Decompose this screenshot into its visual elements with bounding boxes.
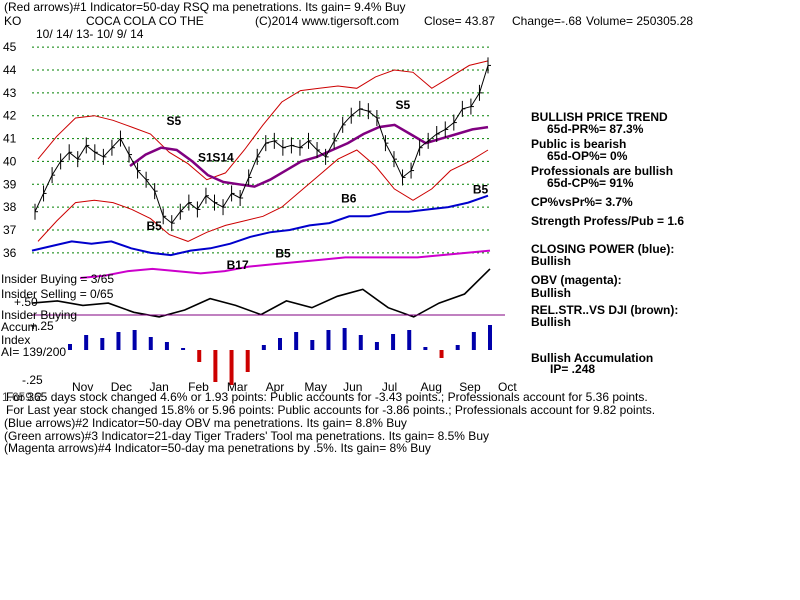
insider-buying: Insider Buying = 3/65	[1, 272, 115, 286]
x-tick-label: May	[304, 380, 327, 394]
trend-title: BULLISH PRICE TREND	[531, 110, 668, 124]
close-value: Close= 43.87	[424, 14, 496, 28]
x-tick-label: Apr	[266, 380, 285, 394]
company-name: COCA COLA CO THE	[86, 14, 204, 28]
obv-title: OBV (magenta):	[531, 273, 622, 287]
footer-line4: (Green arrows)#3 Indicator=21-day Tiger …	[4, 429, 489, 443]
x-tick-label: Jan	[149, 380, 168, 394]
y-tick-label: 43	[3, 86, 17, 100]
closing-power-value: Bullish	[531, 254, 572, 268]
insider-buying-label: Insider Buying	[1, 308, 78, 322]
upper-band-line	[37, 60, 489, 181]
footer-line2: For Last year stock changed 15.8% or 5.9…	[6, 403, 656, 417]
accum-title: Bullish Accumulation	[531, 351, 654, 365]
signal-label: B5	[275, 246, 291, 260]
ticker-symbol: KO	[4, 14, 22, 28]
change-value: Change=-.68	[512, 14, 582, 28]
footer-prefix: 1.659.2	[2, 390, 43, 404]
y-tick-label: 44	[3, 63, 17, 77]
obv-line	[79, 249, 491, 279]
accum-label-plus50: +.50	[14, 295, 38, 309]
signal-label: B17	[227, 258, 249, 272]
copyright: (C)2014 www.tigersoft.com	[255, 14, 400, 28]
price-line	[34, 65, 489, 224]
signal-label: S1	[198, 150, 213, 164]
x-tick-label: Dec	[111, 380, 132, 394]
y-tick-label: 40	[3, 154, 17, 168]
x-tick-label: Sep	[459, 380, 481, 394]
price-chart: 45 44 43 42 41 40 39 38 37 36 +.50 +.25 -.25 Nov Dec Ja…	[3, 40, 517, 394]
date-range: 10/ 14/ 13- 10/ 9/ 14	[36, 27, 144, 41]
header-line1: (Red arrows)#1 Indicator=50-day RSQ ma p…	[4, 0, 406, 14]
y-tick-label: 38	[3, 200, 17, 214]
x-tick-label: Jun	[343, 380, 362, 394]
y-tick-label: 37	[3, 223, 17, 237]
accum-label-plus25: +.25	[30, 319, 54, 333]
pro-value: 65d-CP%= 91%	[547, 176, 634, 190]
x-tick-label: Mar	[227, 380, 248, 394]
obv-value: Bullish	[531, 286, 572, 300]
accum-label: Accum	[1, 320, 38, 334]
public-title: Public is bearish	[531, 137, 627, 151]
footer-line3: (Blue arrows)#2 Indicator=50-day OBV ma …	[4, 416, 407, 430]
closing-power-title: CLOSING POWER (blue):	[531, 242, 675, 256]
y-tick-label: 42	[3, 109, 17, 123]
cp-vs-pr: CP%vsPr%= 3.7%	[531, 195, 633, 209]
trend-value: 65d-PR%= 87.3%	[547, 122, 644, 136]
ai-value: AI= 139/200	[1, 345, 67, 359]
pro-title: Professionals are bullish	[531, 164, 674, 178]
relstr-title: REL.STR..VS DJI (brown):	[531, 303, 679, 317]
signal-label: B5	[147, 219, 163, 233]
x-tick-label: Oct	[498, 380, 517, 394]
x-tick-label: Feb	[188, 380, 209, 394]
signal-label: S14	[212, 150, 234, 164]
index-label: Index	[1, 333, 31, 347]
closing-power-line	[31, 194, 489, 257]
y-tick-label: 39	[3, 177, 17, 191]
signal-label: B6	[341, 192, 357, 206]
y-tick-label: 36	[3, 246, 17, 260]
y-tick-label: 41	[3, 132, 17, 146]
footer-line5: (Magenta arrows)#4 Indicator=50-day ma p…	[4, 441, 431, 455]
accum-label-minus25: -.25	[22, 373, 43, 387]
strength-ratio: Strength Profess/Pub = 1.6	[531, 214, 685, 228]
x-tick-label: Aug	[421, 380, 442, 394]
signal-label: S5	[167, 114, 182, 128]
accum-value: IP= .248	[550, 362, 596, 376]
x-tick-label: Nov	[72, 380, 93, 394]
y-tick-label: 45	[3, 40, 17, 54]
insider-selling: Insider Selling = 0/65	[1, 287, 114, 301]
lower-band-line	[37, 149, 489, 242]
x-tick-label: Jul	[382, 380, 397, 394]
relstr-value: Bullish	[531, 315, 572, 329]
signal-label: S5	[396, 98, 411, 112]
public-value: 65d-OP%= 0%	[547, 149, 628, 163]
volume-value: Volume= 250305.28	[586, 14, 694, 28]
footer-line1: For 365 days stock changed 4.6% or 1.93 …	[6, 390, 648, 404]
signal-label: B5	[473, 182, 489, 196]
